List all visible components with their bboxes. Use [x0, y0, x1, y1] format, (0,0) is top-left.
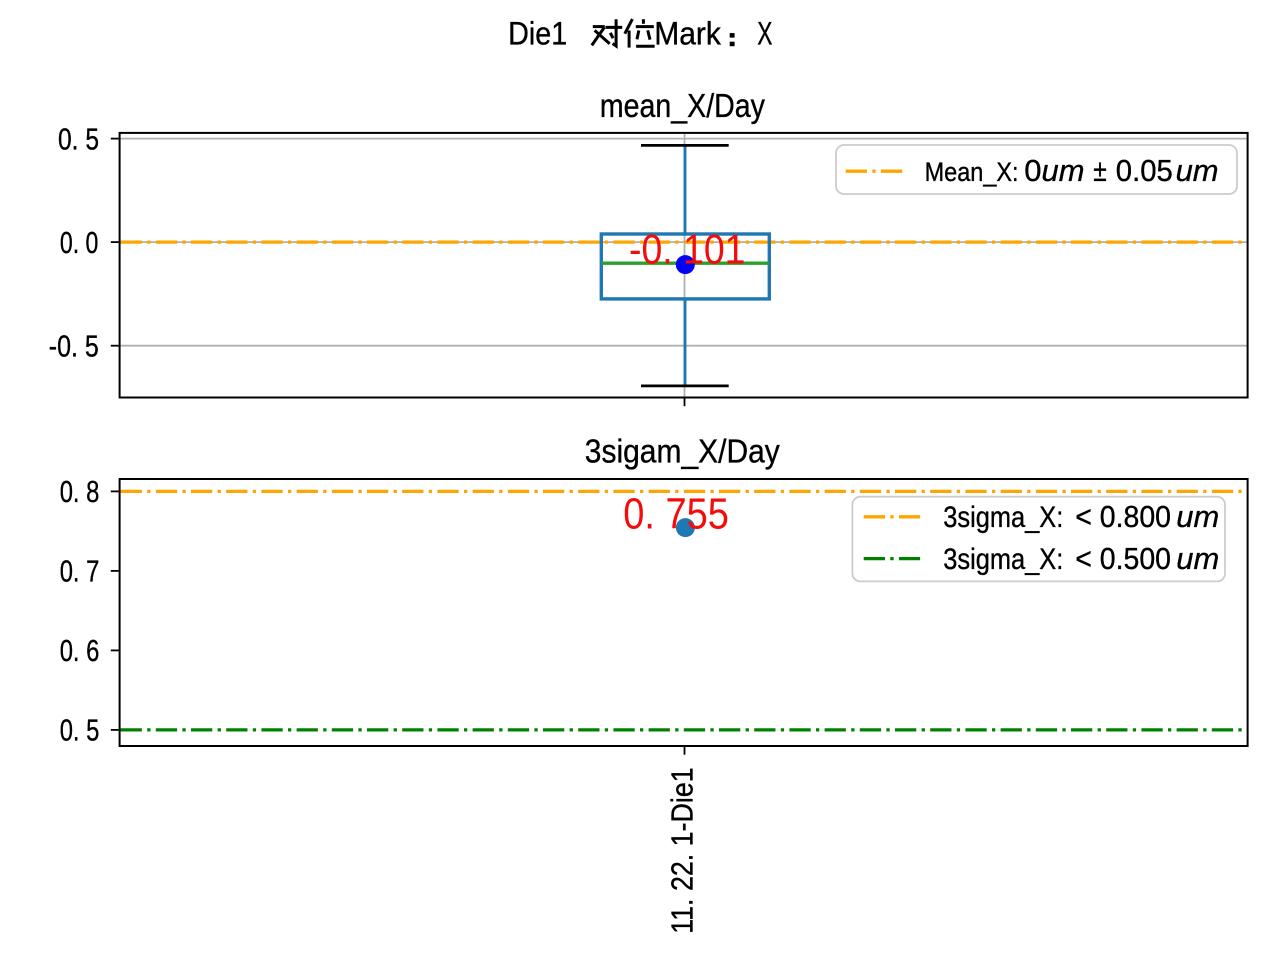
- svg-text:X: X: [757, 15, 772, 51]
- svg-text:um: um: [1042, 153, 1085, 188]
- svg-text:< 0.500: < 0.500: [1075, 541, 1171, 576]
- svg-text:0. 5: 0. 5: [58, 121, 99, 156]
- svg-text:0. 5: 0. 5: [60, 713, 100, 748]
- svg-text:0. 0: 0. 0: [60, 225, 99, 260]
- svg-text:Mark: Mark: [654, 15, 722, 51]
- svg-text:0. 755: 0. 755: [623, 490, 729, 539]
- svg-text:3sigma_X:: 3sigma_X:: [943, 501, 1063, 534]
- svg-text:mean_X/Day: mean_X/Day: [600, 87, 765, 124]
- svg-text:um: um: [1176, 541, 1219, 576]
- svg-text:11. 22. 1-Die1: 11. 22. 1-Die1: [664, 767, 699, 934]
- svg-text:0: 0: [1024, 153, 1041, 188]
- svg-text:um: um: [1176, 153, 1219, 188]
- svg-text:Mean_X:: Mean_X:: [925, 157, 1019, 187]
- svg-text:0. 6: 0. 6: [60, 633, 100, 668]
- svg-text:3sigma_X:: 3sigma_X:: [943, 543, 1063, 576]
- svg-text:< 0.800: < 0.800: [1075, 499, 1171, 534]
- svg-text:0. 7: 0. 7: [60, 554, 100, 589]
- svg-text:Die1: Die1: [508, 15, 567, 51]
- svg-text:-0. 5: -0. 5: [49, 328, 99, 363]
- svg-text:-0. 101: -0. 101: [629, 225, 746, 272]
- svg-text:3sigam_X/Day: 3sigam_X/Day: [585, 433, 780, 470]
- svg-text:±: ±: [1093, 153, 1107, 188]
- svg-text:0.05: 0.05: [1116, 153, 1173, 188]
- svg-text:0. 8: 0. 8: [60, 474, 100, 509]
- svg-text:um: um: [1176, 499, 1219, 534]
